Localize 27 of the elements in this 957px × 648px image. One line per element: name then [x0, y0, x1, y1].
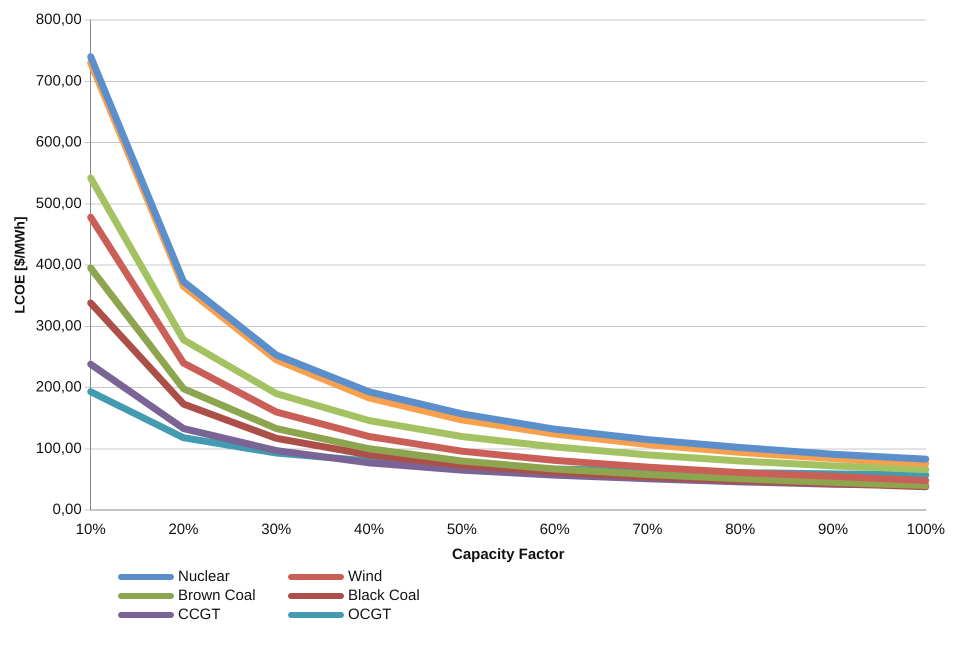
legend-label: Black Coal — [348, 587, 420, 604]
legend-label: Nuclear — [178, 568, 230, 585]
legend-label: OCGT — [348, 606, 392, 623]
x-tick-label: 10% — [76, 521, 106, 538]
x-tick-label: 60% — [540, 521, 570, 538]
x-tick-label: 90% — [818, 521, 848, 538]
x-tick-label: 80% — [725, 521, 756, 538]
legend-label: CCGT — [178, 606, 220, 623]
x-axis-title: Capacity Factor — [452, 546, 565, 564]
x-tick-label: 70% — [632, 521, 662, 538]
y-tick-label: 600,00 — [36, 134, 82, 151]
y-tick-label: 500,00 — [36, 194, 82, 212]
legend-label: Brown Coal — [178, 587, 256, 604]
y-tick-label: 100,00 — [36, 440, 82, 457]
x-tick-label: 40% — [354, 521, 384, 538]
y-axis-title: LCOE [$/MWh] — [11, 216, 28, 314]
y-tick-label: 700,00 — [36, 72, 82, 90]
x-tick-label: 20% — [168, 521, 198, 538]
y-tick-label: 400,00 — [36, 256, 82, 274]
x-tick-label: 30% — [261, 521, 292, 538]
y-tick-label: 800,00 — [36, 11, 82, 28]
y-tick-label: 300,00 — [36, 317, 82, 334]
x-tick-label: 100% — [906, 521, 946, 538]
y-tick-label: 0,00 — [52, 501, 82, 518]
x-tick-label: 50% — [446, 521, 477, 538]
y-tick-label: 200,00 — [36, 378, 82, 396]
legend-label: Wind — [348, 568, 382, 585]
